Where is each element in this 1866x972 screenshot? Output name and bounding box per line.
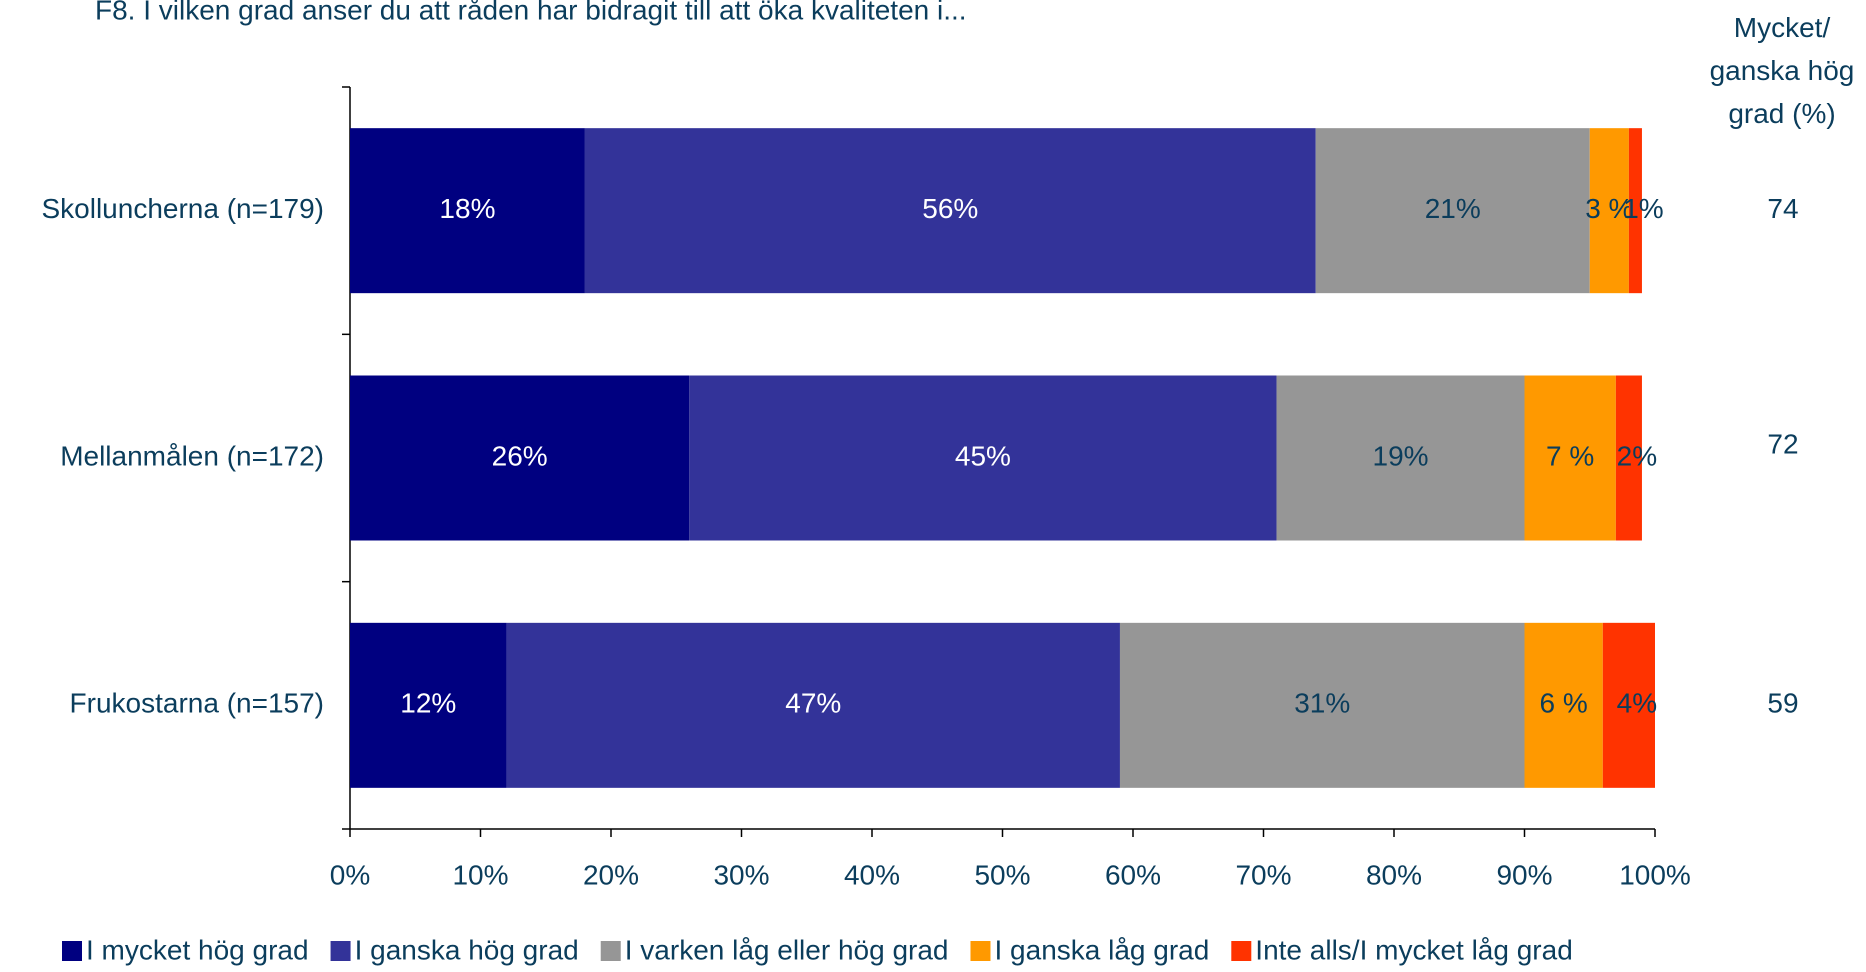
x-tick-label: 50% xyxy=(974,859,1030,890)
data-label: 47% xyxy=(785,688,841,719)
legend-label: I varken låg eller hög grad xyxy=(625,934,949,965)
x-tick-label: 20% xyxy=(583,859,639,890)
total-label: 72 xyxy=(1767,428,1798,459)
data-label: 31% xyxy=(1294,688,1350,719)
data-label: 19% xyxy=(1373,440,1429,471)
total-label: 74 xyxy=(1767,193,1798,224)
x-tick-label: 70% xyxy=(1235,859,1291,890)
data-label: 6 % xyxy=(1540,688,1588,719)
data-label: 26% xyxy=(492,440,548,471)
total-label: 59 xyxy=(1767,688,1798,719)
bar-segment xyxy=(1119,622,1525,788)
bar-segment xyxy=(506,622,1120,788)
bar-segment xyxy=(1615,375,1642,541)
bar-segment xyxy=(350,128,585,294)
category-label: Skolluncherna (n=179) xyxy=(41,193,324,224)
bar-segment xyxy=(1602,622,1655,788)
x-tick-label: 100% xyxy=(1619,859,1691,890)
x-tick-label: 40% xyxy=(844,859,900,890)
x-tick-label: 0% xyxy=(330,859,370,890)
data-label: 3 % xyxy=(1585,193,1633,224)
x-tick-label: 90% xyxy=(1496,859,1552,890)
legend-label: Inte alls/I mycket låg grad xyxy=(1255,934,1572,965)
chart-title: F8. I vilken grad anser du att råden har… xyxy=(95,0,967,25)
data-label: 2% xyxy=(1617,440,1657,471)
data-label: 1% xyxy=(1623,193,1663,224)
bar-segment xyxy=(350,375,690,541)
data-label: 4% xyxy=(1617,688,1657,719)
bar-segment xyxy=(1276,375,1525,541)
x-tick-label: 30% xyxy=(713,859,769,890)
legend-label: I mycket hög grad xyxy=(86,934,309,965)
x-tick-label: 80% xyxy=(1366,859,1422,890)
legend-label: I ganska hög grad xyxy=(355,934,579,965)
bar-segment xyxy=(1524,622,1603,788)
category-label: Frukostarna (n=157) xyxy=(70,688,324,719)
data-label: 21% xyxy=(1425,193,1481,224)
legend-label: I ganska låg grad xyxy=(994,934,1209,965)
bar-segment xyxy=(1589,128,1629,294)
x-tick-label: 10% xyxy=(452,859,508,890)
legend-swatch xyxy=(970,941,991,961)
bar-segment xyxy=(689,375,1277,541)
bar-segment xyxy=(1628,128,1642,294)
data-label: 56% xyxy=(922,193,978,224)
legend-swatch xyxy=(62,941,82,961)
bar-segment xyxy=(584,128,1316,294)
bar-segment xyxy=(350,622,507,788)
legend-swatch xyxy=(600,941,621,961)
legend-swatch xyxy=(330,941,351,961)
data-label: 7 % xyxy=(1546,440,1594,471)
category-label: Mellanmålen (n=172) xyxy=(60,440,324,471)
x-tick-label: 60% xyxy=(1105,859,1161,890)
legend-swatch xyxy=(1231,941,1252,961)
bar-segment xyxy=(1524,375,1616,541)
bar-segment xyxy=(1315,128,1590,294)
data-label: 18% xyxy=(439,193,495,224)
totals-title: Mycket/ ganska hög grad (%) xyxy=(1709,12,1855,129)
data-label: 45% xyxy=(955,440,1011,471)
data-label: 12% xyxy=(400,688,456,719)
